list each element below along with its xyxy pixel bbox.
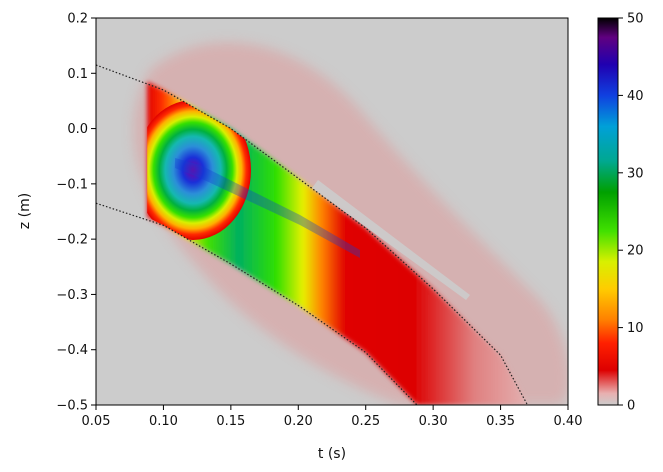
y-tick-label: −0.3 xyxy=(56,288,88,303)
y-tick-label: −0.2 xyxy=(56,233,88,248)
x-tick-label: 0.10 xyxy=(149,414,178,429)
hot-spot xyxy=(147,100,251,240)
x-tick-label: 0.20 xyxy=(284,414,313,429)
x-tick-label: 0.05 xyxy=(82,414,111,429)
y-tick-label: 0.2 xyxy=(67,12,88,27)
boundary-lower-line xyxy=(96,202,418,405)
colorbar-tick-label: 0 xyxy=(627,399,635,414)
y-tick-label: −0.1 xyxy=(56,177,88,192)
x-tick-label: 0.15 xyxy=(216,414,245,429)
y-axis: 0.2 0.1 0.0 −0.1 −0.2 −0.3 −0.4 −0.5 xyxy=(56,12,96,414)
colorbar-tick-label: 50 xyxy=(627,12,644,27)
y-tick-label: 0.1 xyxy=(67,67,88,82)
x-tick-label: 0.25 xyxy=(351,414,380,429)
y-tick-label: 0.0 xyxy=(67,122,88,137)
colorbar-tick-label: 40 xyxy=(627,89,644,104)
x-tick-label: 0.40 xyxy=(554,414,583,429)
colorbar-tick-label: 30 xyxy=(627,166,644,181)
y-axis-label: z (m) xyxy=(17,193,33,229)
central-streak xyxy=(175,158,360,258)
colorbar-tick-label: 10 xyxy=(627,321,644,336)
y-tick-label: −0.5 xyxy=(56,399,88,414)
plot-frame xyxy=(95,17,569,406)
colorbar xyxy=(597,17,619,406)
x-tick-label: 0.35 xyxy=(486,414,515,429)
colorbar-ticks: 0 10 20 30 40 50 xyxy=(618,12,644,414)
gap-streak xyxy=(312,180,470,300)
boundary-upper-line xyxy=(96,64,529,405)
x-axis-label: t (s) xyxy=(318,446,346,462)
heatmap-field xyxy=(96,42,568,405)
x-tick-label: 0.30 xyxy=(419,414,448,429)
colorbar-tick-label: 20 xyxy=(627,244,644,259)
x-axis: 0.05 0.10 0.15 0.20 0.25 0.30 0.35 0.40 xyxy=(82,405,583,429)
y-tick-label: −0.4 xyxy=(56,343,88,358)
